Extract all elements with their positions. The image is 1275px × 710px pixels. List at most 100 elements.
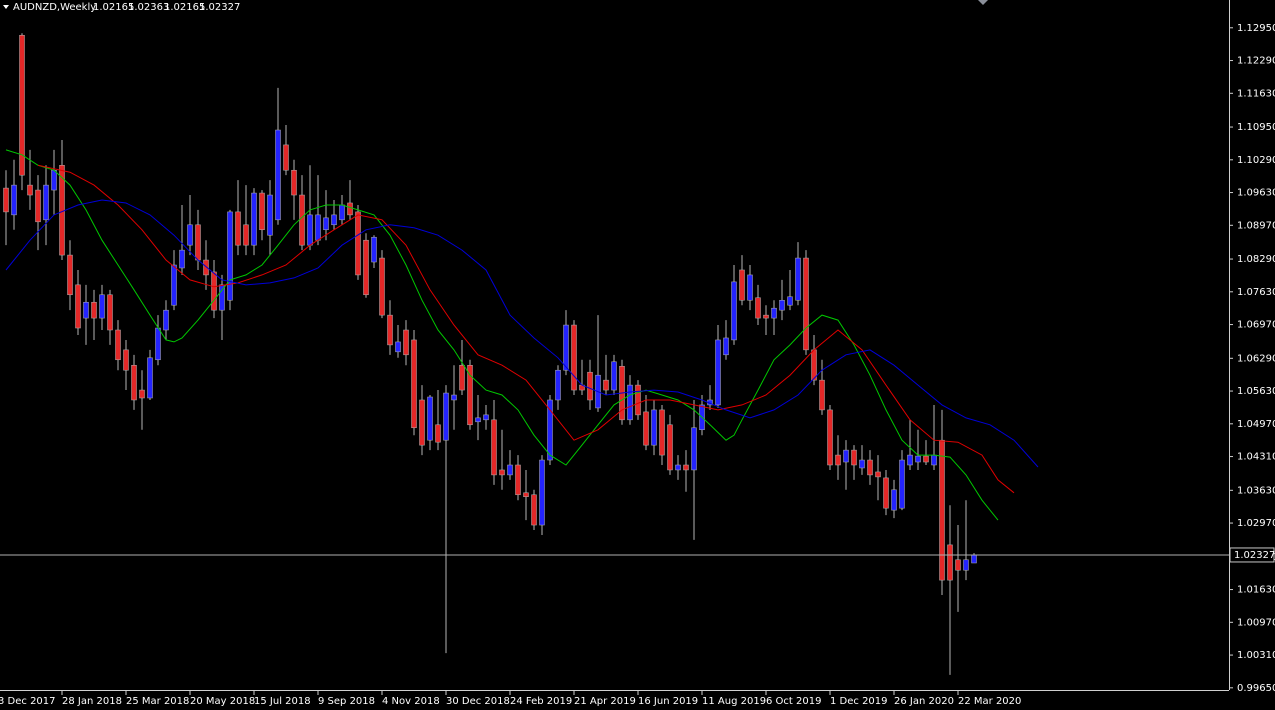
candle-body <box>347 202 353 216</box>
candle-body <box>915 455 921 463</box>
candle-body <box>427 396 433 441</box>
candle-body <box>139 389 145 399</box>
candle-body <box>923 455 929 463</box>
candle-body <box>195 224 201 261</box>
candle-body <box>83 301 89 319</box>
y-tick-label: 1.08290 <box>1237 254 1275 265</box>
candle-body <box>787 296 793 306</box>
candle-body <box>563 324 569 371</box>
candle-body <box>307 214 313 246</box>
candle-body <box>123 349 129 371</box>
candle-body <box>827 409 833 466</box>
candle-body <box>275 129 281 221</box>
candle-body <box>747 274 753 301</box>
candle-body <box>843 449 849 463</box>
candle-body <box>771 307 777 319</box>
candle-body <box>115 329 121 361</box>
candle-body <box>811 349 817 381</box>
candle-body <box>531 494 537 526</box>
candle-body <box>331 214 337 226</box>
candle-body <box>819 379 825 411</box>
y-tick-label: 1.00970 <box>1237 617 1275 628</box>
candle-body <box>51 169 57 191</box>
candle-body <box>507 464 513 476</box>
y-tick-label: 1.06290 <box>1237 353 1275 364</box>
candle-body <box>283 144 289 171</box>
moving-average-line <box>5 149 999 521</box>
x-tick-label: 20 May 2018 <box>190 696 255 707</box>
candle-body <box>643 411 649 446</box>
y-tick-label: 1.07630 <box>1237 287 1275 298</box>
candle-body <box>171 264 177 306</box>
candle-body <box>291 169 297 196</box>
candle-body <box>387 314 393 346</box>
x-tick-label: 4 Nov 2018 <box>382 696 440 707</box>
candle-body <box>179 249 185 269</box>
last-price-box <box>1229 547 1275 563</box>
candle-body <box>243 224 249 246</box>
y-tick-label: 1.06970 <box>1237 320 1275 331</box>
header-low: 1.02165 <box>164 2 205 13</box>
y-tick-label: 1.01630 <box>1237 585 1275 596</box>
candle-body <box>395 341 401 353</box>
candle-body <box>867 459 873 476</box>
candle-body <box>539 459 545 526</box>
candle-body <box>155 327 161 361</box>
y-tick-label: 1.03630 <box>1237 485 1275 496</box>
candle-body <box>379 257 385 316</box>
header-open: 1.02165 <box>93 2 134 13</box>
candle-body <box>971 554 977 564</box>
candle-body <box>147 357 153 399</box>
candle-body <box>163 309 169 331</box>
y-tick-label: 1.04970 <box>1237 419 1275 430</box>
y-tick-label: 1.12290 <box>1237 56 1275 67</box>
candle-body <box>523 492 529 498</box>
candle-body <box>499 469 505 476</box>
candle-body <box>675 464 681 471</box>
candle-body <box>27 184 33 196</box>
candle-body <box>803 257 809 351</box>
candle-body <box>339 204 345 221</box>
candle-body <box>355 211 361 276</box>
candle-body <box>435 424 441 443</box>
candle-body <box>227 211 233 301</box>
x-tick-label: 11 Aug 2019 <box>702 696 766 707</box>
candle-body <box>763 314 769 319</box>
candle-body <box>515 464 521 496</box>
candle-body <box>403 329 409 356</box>
x-tick-label: 9 Sep 2018 <box>318 696 375 707</box>
candle-body <box>955 559 961 571</box>
moving-average-line <box>37 164 1015 494</box>
shift-marker[interactable] <box>978 0 988 5</box>
x-tick-label: 28 Jan 2018 <box>62 696 122 707</box>
candle-body <box>683 464 689 471</box>
x-tick-label: 30 Dec 2018 <box>446 696 510 707</box>
candle-body <box>611 361 617 391</box>
y-tick-label: 1.11630 <box>1237 88 1275 99</box>
candle-body <box>91 301 97 319</box>
candle-body <box>259 192 265 231</box>
candle-body <box>795 257 801 301</box>
candle-body <box>931 454 937 466</box>
candle-body <box>571 324 577 391</box>
y-tick-label: 1.08970 <box>1237 220 1275 231</box>
candle-body <box>939 439 945 581</box>
candle-body <box>267 194 273 236</box>
candle-body <box>651 409 657 446</box>
x-tick-label: 1 Dec 2019 <box>830 696 888 707</box>
x-tick-label: 25 Mar 2018 <box>126 696 189 707</box>
candle-body <box>891 489 897 511</box>
candle-body <box>779 299 785 311</box>
menu-triangle[interactable] <box>3 5 9 9</box>
candle-body <box>203 259 209 276</box>
candle-body <box>483 414 489 421</box>
candle-body <box>107 294 113 331</box>
candle-body <box>19 34 25 176</box>
candle-body <box>715 339 721 406</box>
y-tick-label: 1.12950 <box>1237 23 1275 34</box>
candle-body <box>251 192 257 246</box>
x-tick-label: 22 Mar 2020 <box>958 696 1021 707</box>
candle-body <box>11 184 17 216</box>
